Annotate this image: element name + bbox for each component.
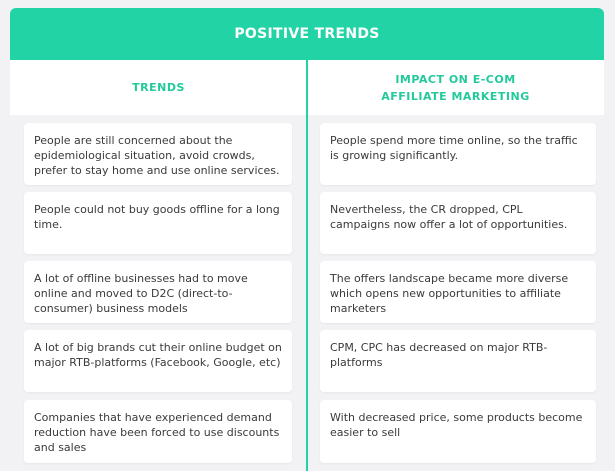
impact-cell: Nevertheless, the CR dropped, CPL campai…: [320, 192, 596, 254]
table-row: A lot of offline businesses had to move …: [10, 261, 604, 323]
trend-cell: A lot of big brands cut their online bud…: [24, 330, 292, 392]
impact-cell: The offers landscape became more diverse…: [320, 261, 596, 323]
table-row: People could not buy goods offline for a…: [10, 192, 604, 254]
column-header-trends: TRENDS: [132, 81, 185, 94]
impact-cell: With decreased price, some products beco…: [320, 400, 596, 463]
trend-cell: A lot of offline businesses had to move …: [24, 261, 292, 323]
column-divider: [306, 60, 308, 471]
table-header: POSITIVE TRENDS: [10, 8, 604, 60]
trend-text: A lot of offline businesses had to move …: [34, 272, 248, 315]
trend-cell: People could not buy goods offline for a…: [24, 192, 292, 254]
impact-text: With decreased price, some products beco…: [330, 411, 583, 439]
trend-text: Companies that have experienced demand r…: [34, 411, 280, 454]
table-row: A lot of big brands cut their online bud…: [10, 330, 604, 392]
column-header-impact-label: IMPACT ON E-COM AFFILIATE MARKETING: [381, 72, 530, 103]
trend-cell: People are still concerned about the epi…: [24, 123, 292, 185]
table-row: Companies that have experienced demand r…: [10, 400, 604, 463]
column-header-impact: IMPACT ON E-COM AFFILIATE MARKETING: [307, 60, 604, 115]
trend-text: A lot of big brands cut their online bud…: [34, 341, 282, 369]
impact-text: The offers landscape became more diverse…: [330, 272, 569, 315]
impact-cell: People spend more time online, so the tr…: [320, 123, 596, 185]
impact-text: Nevertheless, the CR dropped, CPL campai…: [330, 203, 568, 231]
impact-text: CPM, CPC has decreased on major RTB-plat…: [330, 341, 548, 369]
trend-cell: Companies that have experienced demand r…: [24, 400, 292, 463]
trend-text: People are still concerned about the epi…: [34, 134, 280, 177]
trend-text: People could not buy goods offline for a…: [34, 203, 280, 231]
impact-cell: CPM, CPC has decreased on major RTB-plat…: [320, 330, 596, 392]
table-title: POSITIVE TRENDS: [234, 26, 380, 42]
impact-text: People spend more time online, so the tr…: [330, 134, 578, 162]
table-row: People are still concerned about the epi…: [10, 123, 604, 185]
